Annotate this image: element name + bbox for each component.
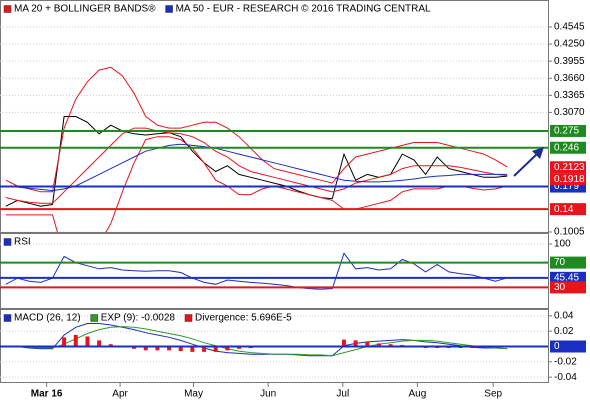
y-tick-label: 0.1005 [554, 227, 585, 238]
x-tick-label: Apr [112, 389, 128, 400]
level-box [550, 340, 586, 353]
x-tick-label: Sep [484, 389, 502, 400]
x-tick-label: Jul [336, 389, 349, 400]
level-label: 0.179 [554, 181, 579, 192]
level-label: 0.246 [554, 142, 579, 153]
level-label: 0.14 [554, 204, 574, 215]
level-label: 0 [554, 341, 560, 352]
series-line [5, 136, 508, 232]
series-line [5, 323, 508, 357]
divergence-bar [190, 346, 195, 352]
legend-swatch [3, 238, 12, 246]
y-tick-label: 0.3070 [554, 107, 585, 118]
divergence-bar [365, 341, 370, 347]
divergence-bar [225, 346, 230, 351]
panel-title: RSI [14, 237, 31, 248]
legend-swatch [184, 314, 193, 322]
level-box [550, 203, 586, 216]
divergence-bar [143, 346, 148, 351]
divergence-bar [388, 344, 393, 347]
series-line [5, 66, 508, 193]
price-box [550, 161, 586, 174]
level-box [550, 124, 586, 137]
legend-label: MA 50 - EUR - RESEARCH © 2016 TRADING CE… [176, 4, 431, 15]
divergence-bar [167, 346, 172, 351]
x-tick-label: Aug [409, 389, 427, 400]
y-tick-label: -0.02 [554, 356, 577, 367]
divergence-bar [237, 346, 242, 349]
divergence-bar [85, 336, 90, 347]
price-panel [0, 0, 549, 233]
series-line [5, 326, 508, 357]
legend-swatch [90, 314, 98, 322]
panel-plot [0, 26, 548, 232]
series-line [5, 127, 508, 204]
divergence-bar [73, 335, 78, 347]
level-box [550, 256, 586, 269]
series-line [5, 252, 508, 290]
y-tick-label: 0.04 [554, 310, 574, 321]
series-line [5, 116, 508, 207]
divergence-bar [202, 346, 207, 352]
divergence-bar [341, 339, 346, 347]
legend-label: Divergence: 5.696E-5 [195, 313, 292, 324]
panel-plot [0, 315, 548, 378]
plot-layer: 0.4545 0.4250 0.3955 0.3660 0.3365 0.3070 0.10… [0, 4, 586, 400]
y-tick-label: 100 [554, 239, 571, 250]
price-box [550, 173, 586, 186]
price-label: 0.1918 [554, 174, 585, 185]
legend-label: MACD (26, 12) [14, 313, 81, 324]
price-label: 0.2123 [554, 162, 585, 173]
level-box [550, 141, 586, 154]
divergence-bar [213, 346, 218, 352]
legend-label: EXP (9): -0.0028 [101, 313, 176, 324]
divergence-bar [353, 340, 358, 347]
divergence-bar [97, 340, 102, 347]
legend-swatch [3, 5, 12, 13]
divergence-bar [178, 346, 183, 352]
legend-swatch [3, 314, 12, 322]
level-box [550, 271, 586, 284]
legend-swatch [165, 5, 173, 13]
rsi-panel [0, 233, 549, 309]
level-label: 0.275 [554, 126, 579, 137]
divergence-bar [62, 337, 67, 347]
level-box [550, 281, 586, 294]
level-label: 30 [554, 282, 566, 293]
divergence-bar [155, 346, 160, 351]
panel-plot [0, 243, 548, 290]
y-tick-label: -0.04 [554, 372, 577, 383]
y-tick-label: 0.02 [554, 326, 574, 337]
legend-label: MA 20 + BOLLINGER BANDS® [14, 4, 156, 15]
series-line [5, 143, 508, 192]
y-tick-label: 0.3955 [554, 56, 585, 67]
y-tick-label: 0.4545 [554, 22, 585, 33]
divergence-bar [376, 343, 381, 347]
divergence-bar [108, 344, 113, 347]
x-tick-label: Jun [260, 389, 276, 400]
forecast-arrow [513, 147, 544, 177]
y-tick-label: 0.3660 [554, 73, 585, 84]
x-tick-label: Mar 16 [31, 389, 63, 400]
y-tick-label: 0.4250 [554, 39, 585, 50]
y-tick-label: 0.3365 [554, 90, 585, 101]
x-tick-label: May [184, 389, 203, 400]
level-label: 70 [554, 257, 566, 268]
level-label: 45.45 [554, 272, 579, 283]
divergence-bar [132, 346, 137, 349]
